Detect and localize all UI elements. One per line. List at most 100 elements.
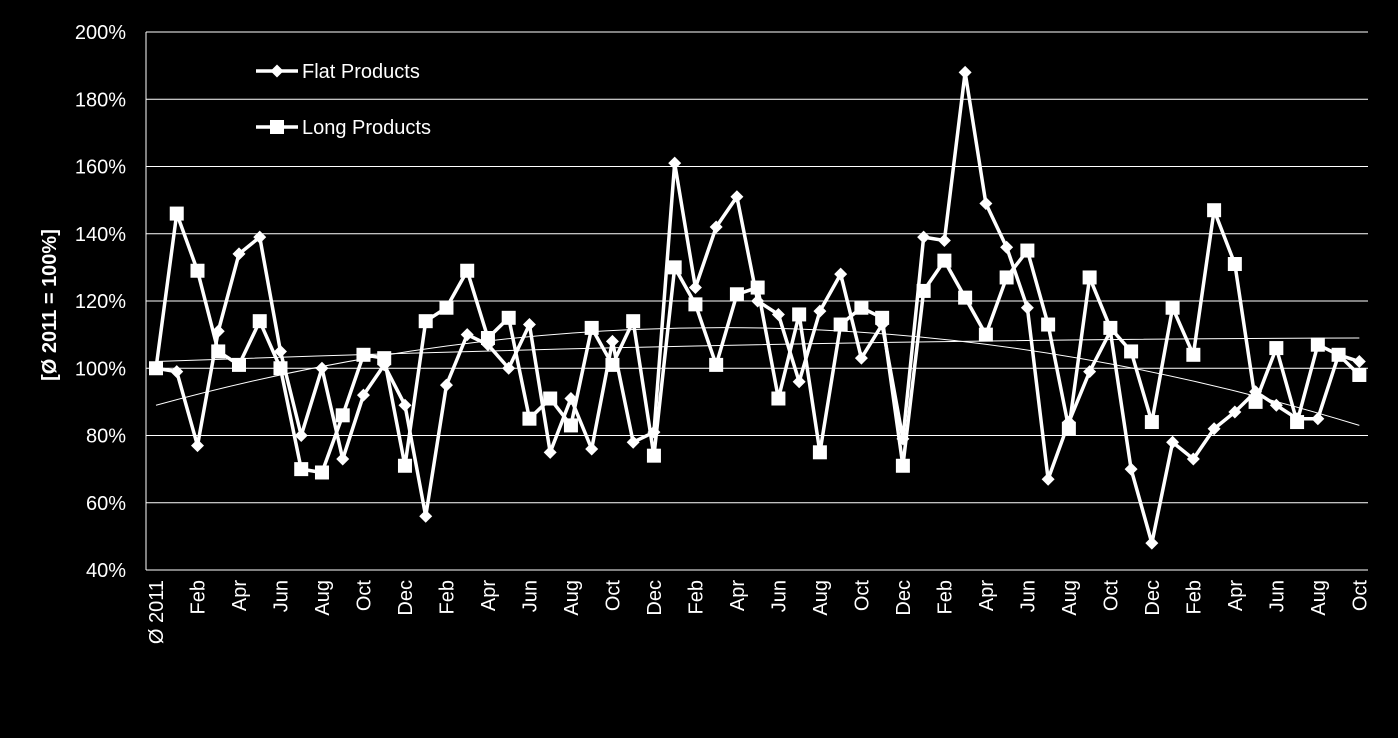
long-point	[978, 327, 993, 342]
long-point	[190, 263, 205, 278]
flat-point	[211, 324, 225, 338]
x-tick-label: Oct	[353, 580, 375, 612]
long-point	[1124, 344, 1139, 359]
flat-point	[1000, 240, 1014, 254]
flat-point	[937, 233, 951, 247]
flat-point	[958, 65, 972, 79]
long-point	[1269, 341, 1284, 356]
x-tick-label: Feb	[436, 580, 458, 614]
long-point	[875, 310, 890, 325]
flat-point	[834, 267, 848, 281]
long-point	[543, 391, 558, 406]
flat-point	[190, 439, 204, 453]
long-point	[688, 297, 703, 312]
x-tick-label: Aug	[810, 580, 832, 616]
long-point	[273, 361, 288, 376]
x-tick-label: Feb	[685, 580, 707, 614]
y-tick-label: 140%	[75, 224, 126, 246]
series-line	[154, 208, 1361, 475]
x-tick-label: Jun	[1017, 580, 1039, 612]
flat-point	[813, 304, 827, 318]
series-markers	[149, 65, 1367, 550]
long-point	[1248, 394, 1263, 409]
flat-point	[1207, 422, 1221, 436]
flat-point	[896, 432, 910, 446]
y-tick-label: 100%	[75, 358, 126, 380]
long-point	[916, 283, 931, 298]
x-tick-label: Aug	[1308, 580, 1330, 616]
flat-point	[730, 190, 744, 204]
long-point	[1227, 257, 1242, 272]
flat-point	[605, 334, 619, 348]
flat-point	[419, 509, 433, 523]
flat-point	[522, 318, 536, 332]
x-tick-label: Apr	[1225, 580, 1247, 611]
long-point	[252, 314, 267, 329]
long-point	[294, 462, 309, 477]
trendline	[155, 337, 1360, 363]
x-tick-label: Apr	[229, 580, 251, 611]
long-point	[626, 314, 641, 329]
flat-point	[1186, 452, 1200, 466]
long-point	[1041, 317, 1056, 332]
x-tick-label: Feb	[1183, 580, 1205, 614]
flat-point	[1311, 412, 1325, 426]
long-point	[937, 253, 952, 268]
flat-point	[1228, 405, 1242, 419]
long-point	[1207, 203, 1222, 218]
x-tick-label: Oct	[602, 580, 624, 612]
long-point	[418, 314, 433, 329]
long-point	[812, 445, 827, 460]
long-point	[1310, 337, 1325, 352]
long-point	[771, 391, 786, 406]
flat-point	[460, 328, 474, 342]
long-point	[356, 347, 371, 362]
flat-point	[543, 445, 557, 459]
flat-point	[170, 365, 184, 379]
y-tick-label: 60%	[86, 493, 126, 515]
x-tick-label: Oct	[851, 580, 873, 612]
long-point	[522, 411, 537, 426]
legend-label: Flat Products	[302, 61, 420, 83]
long-point	[1352, 367, 1367, 382]
long-point	[1020, 243, 1035, 258]
x-tick-label: Dec	[644, 580, 666, 616]
flat-point	[1269, 398, 1283, 412]
long-point	[1186, 347, 1201, 362]
x-tick-label: Apr	[727, 580, 749, 611]
x-tick-label: Feb	[187, 580, 209, 614]
flat-point	[668, 156, 682, 170]
long-point	[667, 260, 682, 275]
flat-point	[1166, 435, 1180, 449]
flat-point	[917, 230, 931, 244]
flat-point	[273, 344, 287, 358]
x-tick-label: Oct	[1349, 580, 1371, 612]
flat-point	[771, 307, 785, 321]
long-point	[729, 287, 744, 302]
flat-point	[356, 388, 370, 402]
long-point	[1290, 415, 1305, 430]
flat-point	[979, 196, 993, 210]
flat-point	[1083, 365, 1097, 379]
long-point	[792, 307, 807, 322]
flat-point	[1145, 536, 1159, 550]
long-point	[149, 361, 163, 376]
trendline	[155, 327, 1360, 426]
flat-point	[792, 375, 806, 389]
flat-point	[1041, 472, 1055, 486]
flat-point	[294, 429, 308, 442]
y-tick-label: 120%	[75, 291, 126, 313]
x-tick-label: Jun	[270, 580, 292, 612]
flat-point	[253, 230, 267, 244]
flat-point	[398, 398, 412, 412]
flat-point	[709, 220, 723, 234]
y-tick-label: 80%	[86, 426, 126, 448]
legend: Flat Products Long Products	[256, 61, 431, 139]
x-tick-label: Jun	[519, 580, 541, 612]
flat-point	[1352, 355, 1366, 369]
long-point	[314, 465, 329, 480]
long-point	[1165, 300, 1180, 315]
long-point	[605, 357, 620, 372]
flat-point	[854, 351, 868, 365]
